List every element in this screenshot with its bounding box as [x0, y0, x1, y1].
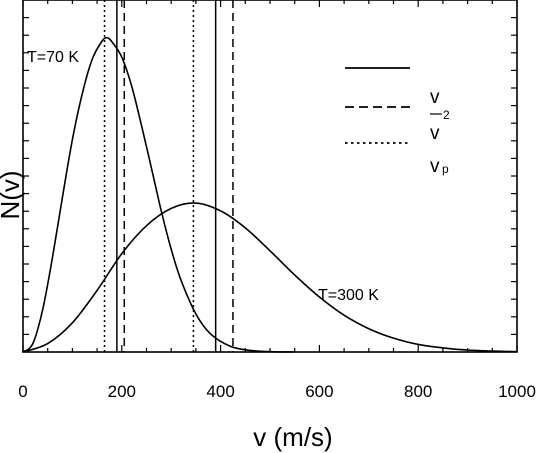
x-tick-label: 0: [18, 382, 27, 401]
curves: [22, 36, 518, 353]
legend-label-vp: v: [430, 156, 440, 177]
y-axis-title: N(v): [0, 170, 25, 219]
x-tick-label: 800: [404, 382, 432, 401]
legend-label-vp-sub: p: [442, 162, 449, 176]
x-tick-label: 400: [206, 382, 234, 401]
curve-label-70k: T=70 K: [27, 49, 79, 66]
x-tick-label: 600: [305, 382, 333, 401]
legend-label-vbar: v: [430, 123, 440, 144]
plot-frame: [22, 0, 518, 353]
x-axis-title: v (m/s): [253, 422, 332, 452]
legend-label-sub: 2: [443, 108, 450, 122]
legend-label-v: v: [430, 87, 440, 108]
x-tick-labels: 0 200 400 600 800 1000: [18, 382, 536, 401]
legend: v 2 v v p: [345, 67, 450, 177]
reference-lines: [103, 0, 234, 352]
series-line-1: [22, 202, 518, 353]
x-tick-label: 200: [108, 382, 136, 401]
axis-ticks: [22, 0, 518, 352]
x-tick-label: 1000: [498, 382, 536, 401]
curve-label-300k: T=300 K: [318, 287, 379, 304]
series-line-0: [22, 36, 295, 353]
